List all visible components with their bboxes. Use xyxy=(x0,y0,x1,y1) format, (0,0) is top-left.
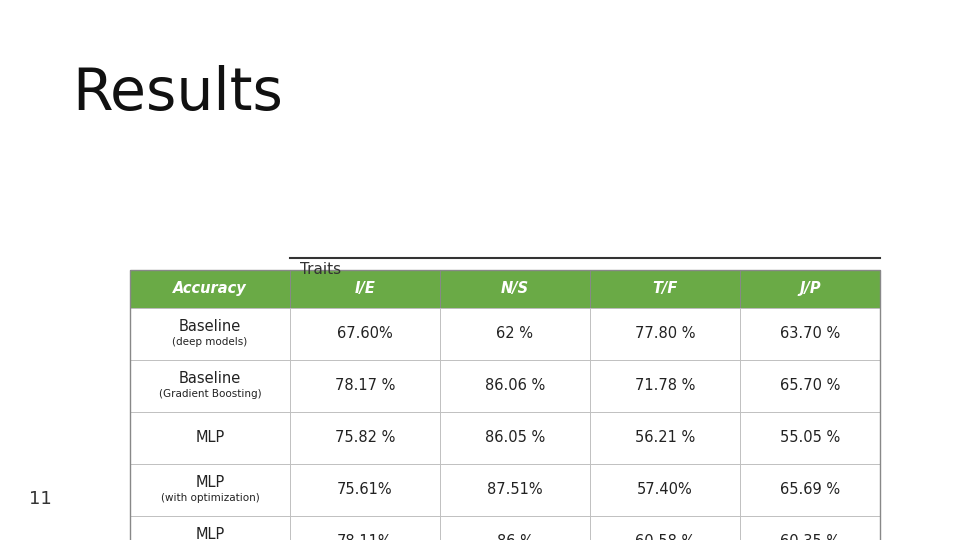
Text: Results: Results xyxy=(72,65,283,122)
Bar xyxy=(740,464,880,516)
Bar xyxy=(290,412,440,464)
Bar xyxy=(290,516,440,540)
Bar xyxy=(440,308,590,360)
Text: 60.58 %: 60.58 % xyxy=(635,535,695,540)
Text: 63.70 %: 63.70 % xyxy=(780,327,840,341)
Text: (with optimization): (with optimization) xyxy=(160,493,259,503)
Text: Baseline: Baseline xyxy=(179,371,241,386)
Text: 86.06 %: 86.06 % xyxy=(485,379,545,394)
Text: 87.51%: 87.51% xyxy=(487,483,542,497)
Bar xyxy=(130,270,290,308)
Text: 56.21 %: 56.21 % xyxy=(635,430,695,445)
Text: MLP: MLP xyxy=(196,527,225,540)
Text: 67.60%: 67.60% xyxy=(337,327,393,341)
Text: 65.69 %: 65.69 % xyxy=(780,483,840,497)
Text: J/P: J/P xyxy=(799,281,821,296)
Bar xyxy=(740,270,880,308)
Text: Traits: Traits xyxy=(300,262,341,277)
Bar xyxy=(590,412,740,464)
Text: 78.11%: 78.11% xyxy=(337,535,393,540)
Text: Baseline: Baseline xyxy=(179,319,241,334)
Text: (Gradient Boosting): (Gradient Boosting) xyxy=(158,389,261,399)
Bar xyxy=(590,464,740,516)
Text: 11: 11 xyxy=(29,490,52,508)
Text: 78.17 %: 78.17 % xyxy=(335,379,396,394)
Text: 75.82 %: 75.82 % xyxy=(335,430,396,445)
Bar xyxy=(590,270,740,308)
Text: 65.70 %: 65.70 % xyxy=(780,379,840,394)
Text: 71.78 %: 71.78 % xyxy=(635,379,695,394)
Bar xyxy=(590,360,740,412)
Bar xyxy=(590,308,740,360)
Text: Accuracy: Accuracy xyxy=(173,281,247,296)
Bar xyxy=(130,412,290,464)
Bar xyxy=(740,516,880,540)
Bar xyxy=(440,516,590,540)
Text: 75.61%: 75.61% xyxy=(337,483,393,497)
Bar xyxy=(440,412,590,464)
Text: 86.05 %: 86.05 % xyxy=(485,430,545,445)
Text: T/F: T/F xyxy=(652,281,678,296)
Text: 57.40%: 57.40% xyxy=(637,483,693,497)
Text: 55.05 %: 55.05 % xyxy=(780,430,840,445)
Bar xyxy=(290,360,440,412)
Text: 62 %: 62 % xyxy=(496,327,534,341)
Bar xyxy=(740,412,880,464)
Bar xyxy=(440,270,590,308)
Text: I/E: I/E xyxy=(354,281,375,296)
Bar xyxy=(130,308,290,360)
Text: (deep models): (deep models) xyxy=(173,337,248,347)
Bar xyxy=(130,516,290,540)
Text: N/S: N/S xyxy=(501,281,529,296)
Text: MLP: MLP xyxy=(196,475,225,490)
Bar xyxy=(130,360,290,412)
Bar xyxy=(290,270,440,308)
Text: 86 %: 86 % xyxy=(496,535,534,540)
Bar xyxy=(290,464,440,516)
Text: MLP: MLP xyxy=(196,430,225,445)
Bar xyxy=(440,360,590,412)
Bar xyxy=(290,308,440,360)
Text: 77.80 %: 77.80 % xyxy=(635,327,695,341)
Bar xyxy=(740,360,880,412)
Bar xyxy=(740,308,880,360)
Text: 60.35 %: 60.35 % xyxy=(780,535,840,540)
Bar xyxy=(130,464,290,516)
Bar xyxy=(440,464,590,516)
Bar xyxy=(590,516,740,540)
